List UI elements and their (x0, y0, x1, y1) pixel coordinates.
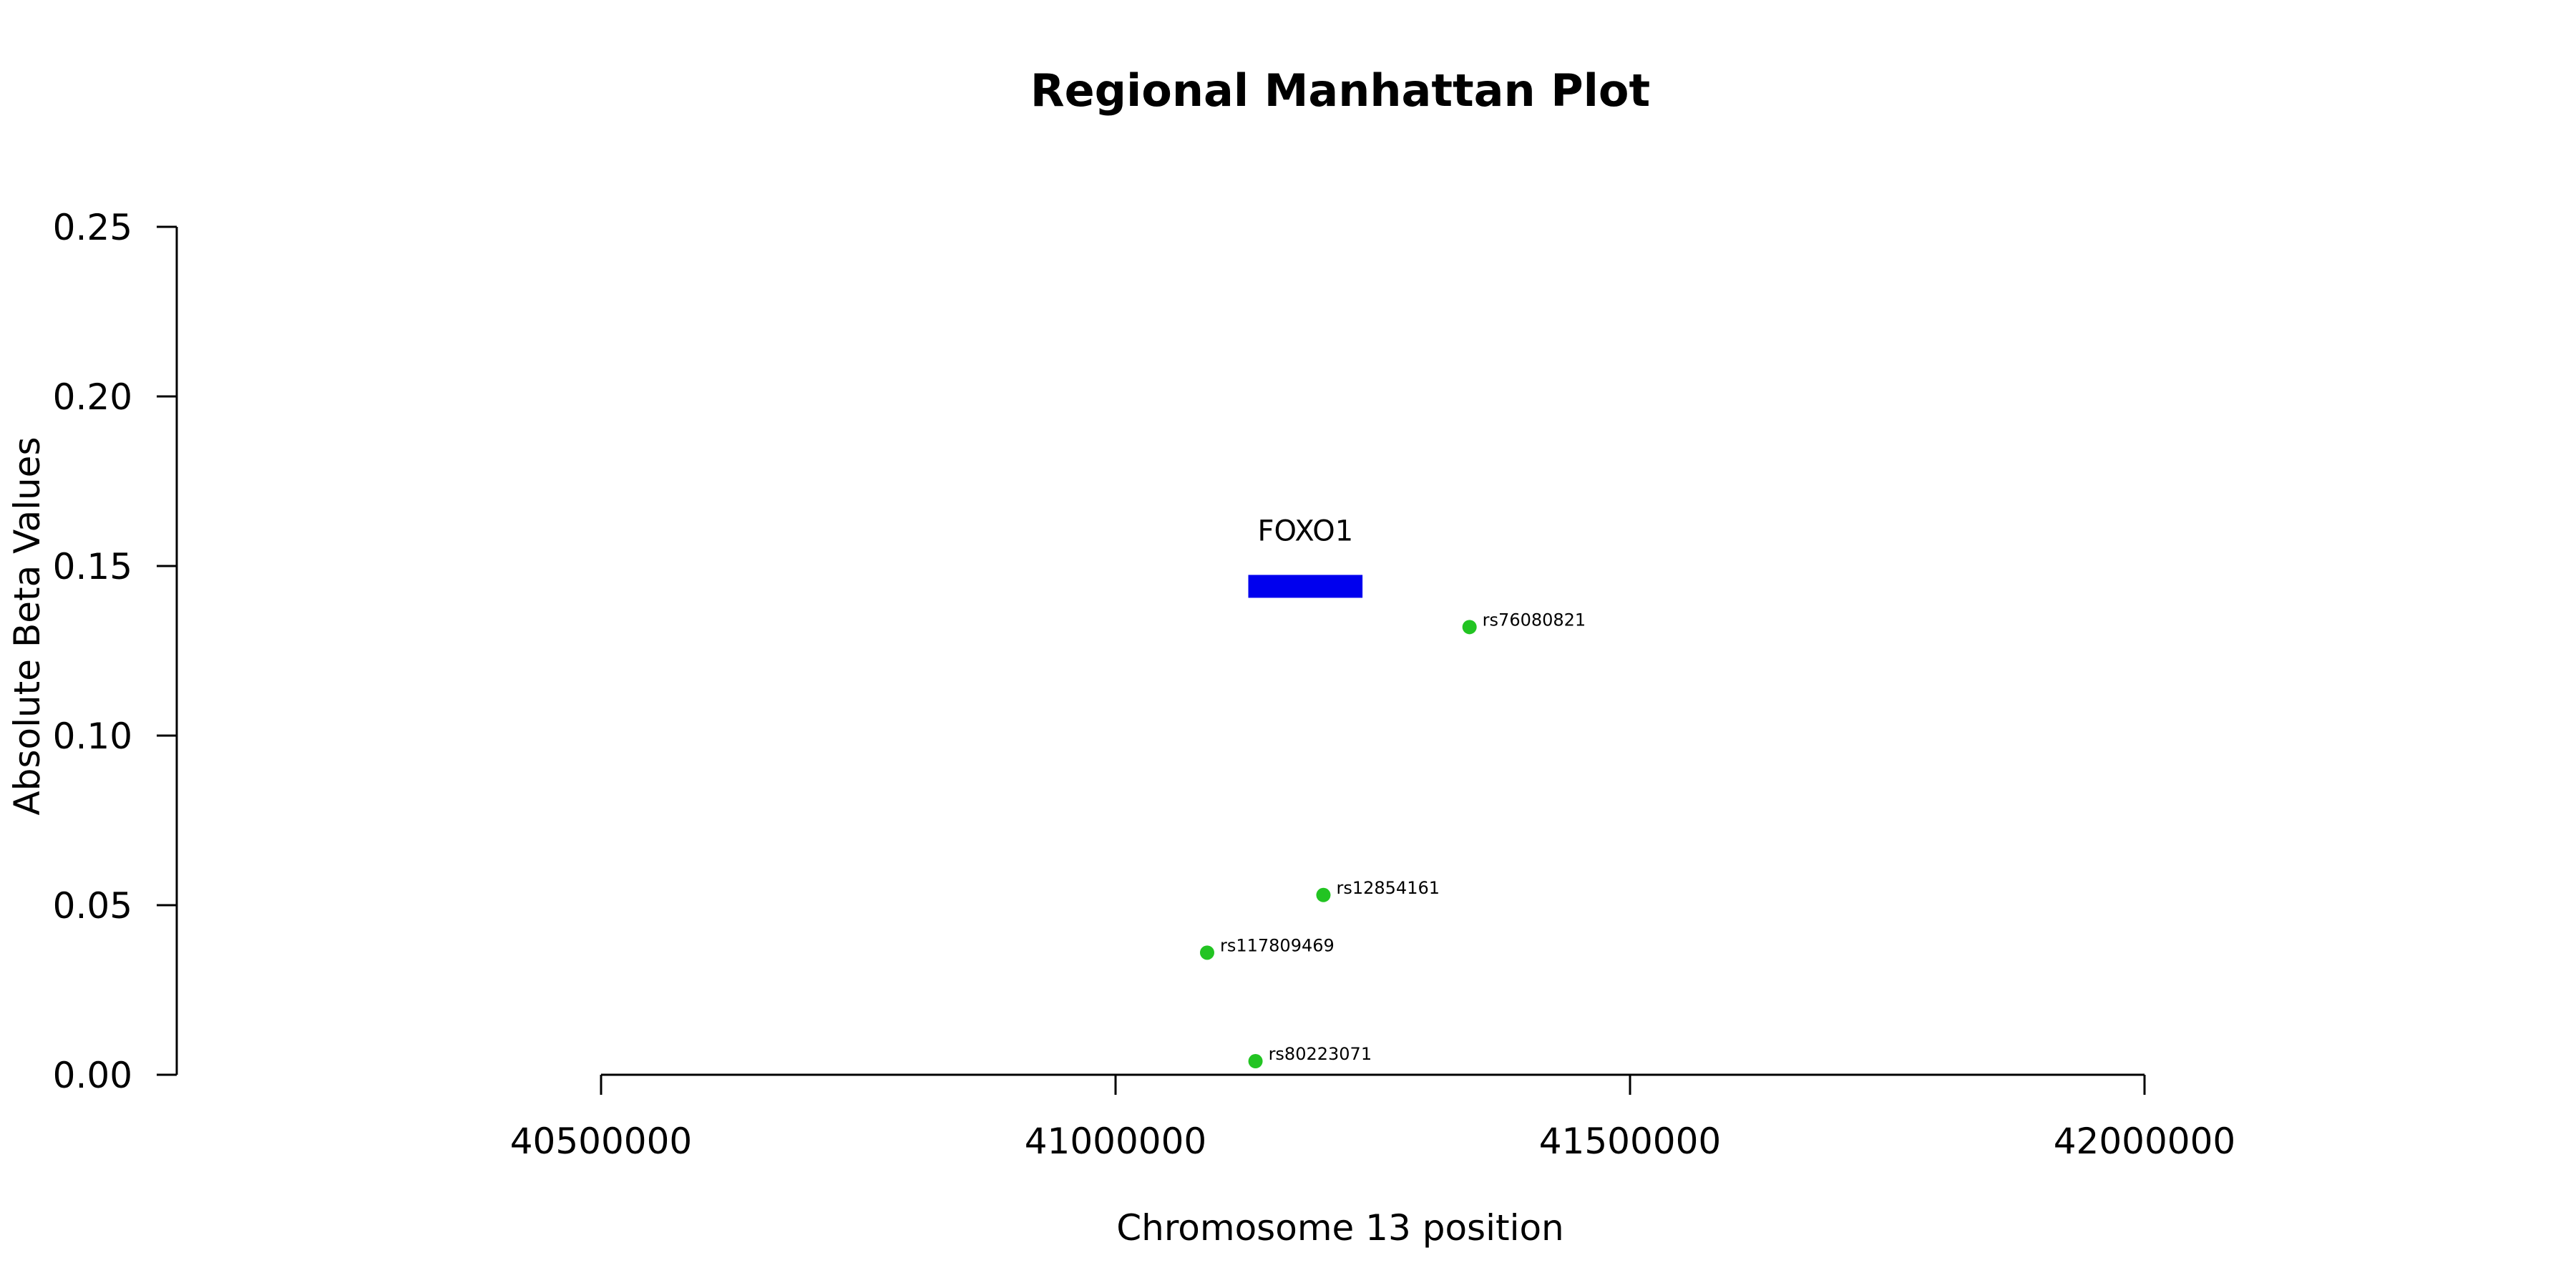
x-tick-label: 42000000 (2054, 1121, 2236, 1162)
snp-label: rs80223071 (1269, 1044, 1372, 1064)
y-tick-label: 0.20 (53, 376, 132, 418)
gene-bar (1248, 575, 1363, 598)
x-tick-label: 40500000 (510, 1121, 693, 1162)
gene-track: FOXO1 (1248, 514, 1363, 598)
x-axis-label: Chromosome 13 position (1116, 1207, 1564, 1249)
gene-label: FOXO1 (1257, 514, 1353, 547)
snp-point (1199, 945, 1214, 960)
y-axis-label: Absolute Beta Values (6, 437, 48, 816)
snp-point (1248, 1054, 1263, 1069)
x-tick-label: 41000000 (1025, 1121, 1207, 1162)
y-tick-label: 0.05 (53, 885, 132, 927)
snp-label: rs12854161 (1336, 878, 1440, 898)
y-tick-label: 0.15 (53, 546, 132, 587)
y-tick-label: 0.25 (53, 207, 132, 248)
snp-label: rs76080821 (1483, 610, 1586, 630)
chart-title: Regional Manhattan Plot (1030, 64, 1650, 117)
y-tick-label: 0.00 (53, 1055, 132, 1096)
x-tick-label: 41500000 (1539, 1121, 1722, 1162)
snp-label: rs117809469 (1220, 935, 1335, 955)
y-tick-label: 0.10 (53, 716, 132, 757)
snp-point (1316, 887, 1331, 902)
x-axis: 40500000 41000000 41500000 42000000 (510, 1073, 2236, 1162)
snp-point (1462, 620, 1477, 635)
snp-points: rs76080821 rs12854161 rs117809469 rs8022307… (1199, 610, 1586, 1069)
y-axis: 0.00 0.05 0.10 0.15 0.20 0.25 (53, 207, 178, 1096)
